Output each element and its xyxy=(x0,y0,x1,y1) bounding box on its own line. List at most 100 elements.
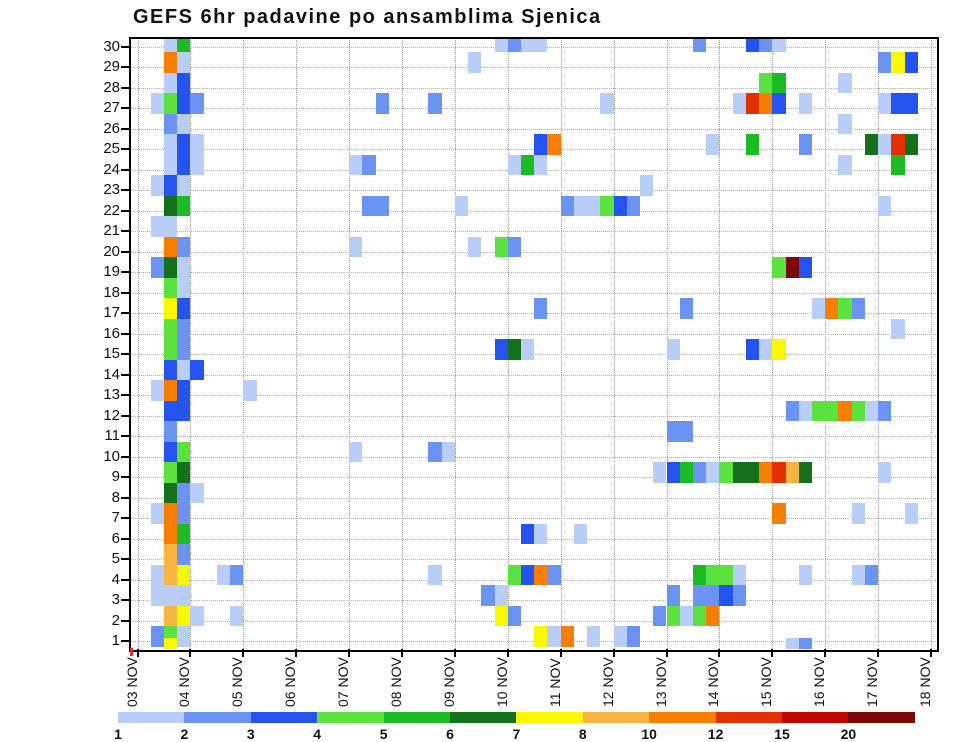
colorbar-segment xyxy=(450,712,517,723)
heatmap-cell xyxy=(732,93,746,114)
y-axis-label: 8 xyxy=(111,488,120,506)
heatmap-cell xyxy=(878,134,892,155)
x-axis-tick xyxy=(295,649,298,657)
heatmap-cell xyxy=(692,38,707,52)
heatmap-cell xyxy=(891,93,905,114)
heatmap-cell xyxy=(798,257,812,278)
gridline-horizontal xyxy=(130,333,936,335)
heatmap-cell xyxy=(177,523,191,544)
heatmap-cell xyxy=(679,298,693,319)
heatmap-cell xyxy=(785,257,799,278)
heatmap-cell xyxy=(745,38,760,52)
x-axis-label: 15 NOV xyxy=(758,657,775,707)
x-axis-tick xyxy=(242,649,245,657)
heatmap-cell xyxy=(600,93,614,114)
y-axis-tick xyxy=(121,578,130,581)
heatmap-cell xyxy=(785,400,799,421)
y-axis-tick xyxy=(121,435,130,437)
heatmap-cell xyxy=(560,195,574,216)
colorbar-segment xyxy=(782,712,849,723)
plot-area xyxy=(130,38,936,649)
gridline-vertical xyxy=(296,38,298,649)
x-axis-tick xyxy=(612,649,615,657)
gridline-vertical xyxy=(719,38,721,649)
heatmap-cell xyxy=(163,523,178,544)
heatmap-cell xyxy=(190,154,204,175)
heatmap-cell xyxy=(177,544,191,565)
heatmap-cell xyxy=(494,339,508,360)
heatmap-cell xyxy=(428,93,442,114)
heatmap-cell xyxy=(772,462,786,483)
x-axis-label: 11 NOV xyxy=(546,658,563,707)
y-axis-label: 23 xyxy=(103,181,120,198)
heatmap-cell xyxy=(838,113,852,134)
heatmap-cell xyxy=(666,462,680,483)
y-axis-label: 20 xyxy=(103,242,120,260)
heatmap-cell xyxy=(163,462,178,483)
heatmap-cell xyxy=(150,216,164,237)
x-axis-tick xyxy=(824,649,827,657)
heatmap-cell xyxy=(177,38,191,52)
heatmap-cell xyxy=(230,605,244,626)
gridline-horizontal xyxy=(130,210,936,212)
gridline-horizontal xyxy=(130,436,936,437)
colorbar-label: 6 xyxy=(446,726,454,742)
y-axis-label: 11 xyxy=(104,427,120,444)
heatmap-cell xyxy=(719,462,733,483)
y-axis-tick xyxy=(121,189,130,191)
gridline-horizontal xyxy=(130,600,936,601)
heatmap-cell xyxy=(891,318,905,339)
colorbar-segment xyxy=(317,712,384,723)
heatmap-cell xyxy=(878,93,892,114)
heatmap-cell xyxy=(150,93,164,114)
y-axis-label: 28 xyxy=(103,78,120,96)
gridline-horizontal xyxy=(130,497,936,499)
heatmap-cell xyxy=(507,564,522,585)
heatmap-cell xyxy=(772,93,786,114)
heatmap-cell xyxy=(375,195,389,216)
x-axis-label: 14 NOV xyxy=(705,657,722,707)
origin-marker xyxy=(130,648,133,656)
heatmap-cell xyxy=(521,38,535,52)
colorbar-label: 15 xyxy=(774,726,790,742)
heatmap-cell xyxy=(878,195,892,216)
heatmap-cell xyxy=(177,93,191,114)
heatmap-cell xyxy=(759,339,773,360)
heatmap-cell xyxy=(163,482,178,503)
heatmap-cell xyxy=(838,72,852,93)
x-axis-tick xyxy=(877,649,880,657)
y-axis-label: 6 xyxy=(111,529,120,547)
x-axis-tick xyxy=(771,649,774,657)
y-axis-label: 18 xyxy=(103,283,120,301)
heatmap-cell xyxy=(864,564,879,585)
heatmap-cell xyxy=(878,52,892,73)
heatmap-cell xyxy=(811,298,826,319)
heatmap-cell xyxy=(772,38,786,52)
heatmap-cell xyxy=(362,195,376,216)
gridline-vertical xyxy=(560,38,562,649)
colorbar-segment xyxy=(184,712,251,723)
heatmap-cell xyxy=(163,605,178,626)
colorbar-label: 10 xyxy=(641,726,657,742)
gridline-horizontal xyxy=(130,128,936,130)
colorbar-label: 8 xyxy=(578,726,587,742)
y-axis-tick xyxy=(121,250,130,253)
heatmap-cell xyxy=(666,605,680,626)
heatmap-cell xyxy=(150,380,164,401)
heatmap-cell xyxy=(772,257,786,278)
x-axis-tick xyxy=(665,649,668,657)
gridline-horizontal xyxy=(130,67,936,68)
gridline-horizontal xyxy=(130,374,936,376)
heatmap-cell xyxy=(163,503,178,524)
heatmap-cell xyxy=(230,564,244,585)
heatmap-cell xyxy=(706,585,720,606)
heatmap-cell xyxy=(640,175,654,196)
heatmap-cell xyxy=(534,298,548,319)
chart-title: GEFS 6hr padavine po ansamblima Sjenica xyxy=(133,6,602,28)
x-axis-label: 05 NOV xyxy=(229,657,246,707)
heatmap-cell xyxy=(613,626,627,647)
gridline-horizontal xyxy=(130,456,936,458)
heatmap-cell xyxy=(507,154,522,175)
heatmap-cell xyxy=(375,93,389,114)
